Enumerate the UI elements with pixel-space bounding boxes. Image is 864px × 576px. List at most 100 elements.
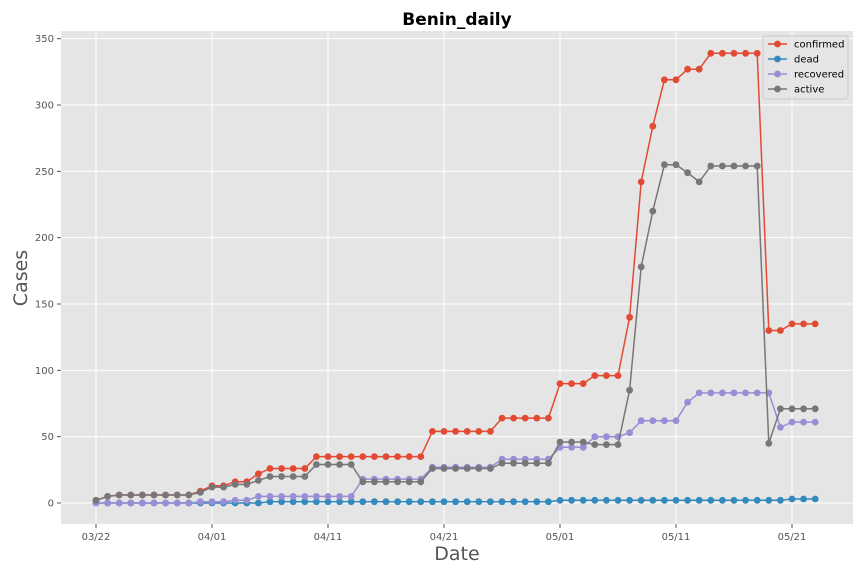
plot-background [61,31,853,524]
data-point-confirmed [313,453,320,460]
data-point-confirmed [777,327,784,334]
data-point-recovered [579,443,587,451]
data-point-active [452,465,459,472]
data-point-recovered [197,498,204,506]
data-point-dead [266,498,274,506]
data-point-active [185,491,193,499]
data-point-dead [603,496,610,504]
data-point-dead [765,496,773,504]
x-tick-label: 05/21 [778,532,807,543]
y-tick-label: 200 [35,233,54,244]
data-point-active [243,481,251,488]
data-point-dead [614,496,622,504]
data-point-dead [498,498,506,506]
data-point-recovered [289,493,297,500]
data-point-confirmed [811,320,819,328]
data-point-recovered [266,493,274,500]
data-point-active [603,441,610,448]
data-point-confirmed [289,465,297,472]
data-point-active [417,478,425,486]
data-point-confirmed [545,414,552,422]
data-point-confirmed [394,453,401,460]
y-tick-label: 0 [48,499,54,510]
data-point-active [278,473,285,480]
data-point-dead [684,496,691,504]
chart-title: Benin_daily [402,10,511,30]
legend-label-confirmed: confirmed [794,40,844,51]
data-point-dead [637,496,645,504]
legend-entry-recovered: recovered [768,70,844,81]
legend-label-dead: dead [794,55,819,66]
data-point-active [545,459,552,467]
data-point-recovered [347,493,355,500]
data-point-recovered [173,499,181,507]
data-point-confirmed [730,49,738,57]
data-point-dead [336,498,343,506]
data-point-dead [556,496,564,504]
data-point-recovered [603,433,610,441]
data-point-active [498,459,506,467]
data-point-active [521,459,529,467]
data-point-recovered [185,499,193,507]
data-point-active [510,459,517,467]
data-point-dead [811,495,819,503]
data-point-active [197,489,204,496]
y-tick-label: 250 [35,167,54,178]
data-point-recovered [707,389,715,397]
data-point-confirmed [440,428,448,435]
data-point-recovered [788,418,796,426]
y-tick-label: 350 [35,34,54,45]
data-point-confirmed [661,76,668,84]
data-point-recovered [730,389,738,397]
data-point-active [162,491,170,499]
data-point-dead [788,495,796,503]
data-point-active [405,478,413,486]
x-tick-label: 05/11 [662,532,691,543]
data-point-active [440,465,448,472]
data-point-dead [626,496,633,504]
data-point-dead [429,498,436,506]
data-point-active [173,491,181,499]
data-point-dead [278,498,285,506]
data-point-dead [800,495,807,503]
data-point-confirmed [405,453,413,460]
data-point-confirmed [324,453,332,460]
data-point-recovered [104,499,111,507]
data-point-confirmed [278,465,285,472]
data-point-confirmed [301,465,309,472]
data-point-recovered [753,389,761,397]
x-axis-label: Date [434,543,479,565]
data-point-confirmed [498,414,506,422]
data-point-active [637,263,645,271]
data-point-dead [417,498,425,506]
data-point-confirmed [382,453,390,460]
data-point-dead [510,498,517,506]
data-point-active [730,162,738,170]
data-point-active [788,405,796,413]
data-point-confirmed [707,49,715,57]
data-point-dead [347,498,355,506]
data-point-confirmed [695,65,703,73]
data-point-active [649,207,657,215]
data-point-active [220,483,228,491]
data-point-recovered [115,499,123,507]
data-point-dead [324,498,332,506]
x-tick-label: 04/01 [198,532,227,543]
legend-label-recovered: recovered [794,70,844,81]
data-point-dead [742,496,749,504]
data-point-confirmed [452,428,459,435]
data-point-active [800,405,807,413]
data-point-dead [661,496,668,504]
data-point-confirmed [626,313,633,321]
data-point-recovered [719,389,726,397]
data-point-dead [568,496,575,504]
data-point-confirmed [359,453,367,460]
data-point-confirmed [336,453,343,460]
data-point-active [394,478,401,486]
data-point-recovered [800,418,807,426]
data-point-confirmed [371,453,378,460]
data-point-dead [777,496,784,504]
data-point-confirmed [266,465,274,472]
data-point-recovered [336,493,343,500]
